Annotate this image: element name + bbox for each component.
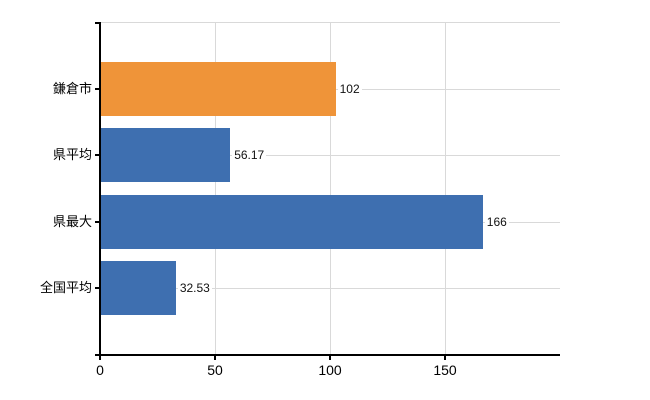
y-axis-line [99,22,101,360]
bar-全国平均 [101,261,176,316]
y-axis-tick [95,287,100,290]
bar-県最大 [101,194,483,249]
y-axis-top-tick [95,22,100,24]
bar-鎌倉市 [101,61,336,116]
x-axis-tick [329,355,331,360]
x-axis-tick-label: 100 [318,362,342,378]
x-axis-line [95,354,560,356]
category-gridline [100,155,560,157]
x-axis-tick-label: 0 [96,362,104,378]
y-axis-tick [95,220,100,223]
y-axis-tick [95,87,100,90]
x-axis-tick-label: 50 [207,362,223,378]
category-label: 県平均 [52,147,92,163]
category-label: 県最大 [52,213,92,229]
bar-value-label: 32.53 [177,280,212,297]
y-axis-tick [95,154,100,157]
category-label: 鎌倉市 [52,80,92,96]
bar-value-label: 166 [484,213,509,230]
x-gridline-150 [445,22,446,355]
x-axis-tick [214,355,216,360]
bar-県平均 [101,128,231,183]
x-axis-tick [444,355,446,360]
bar-value-label: 56.17 [232,147,267,164]
bar-value-label: 102 [337,80,362,97]
category-label: 全国平均 [39,280,92,296]
x-axis-tick-label: 150 [433,362,457,378]
category-gridline [100,288,560,290]
x-gridline-50 [215,22,216,355]
x-gridline-100 [330,22,331,355]
